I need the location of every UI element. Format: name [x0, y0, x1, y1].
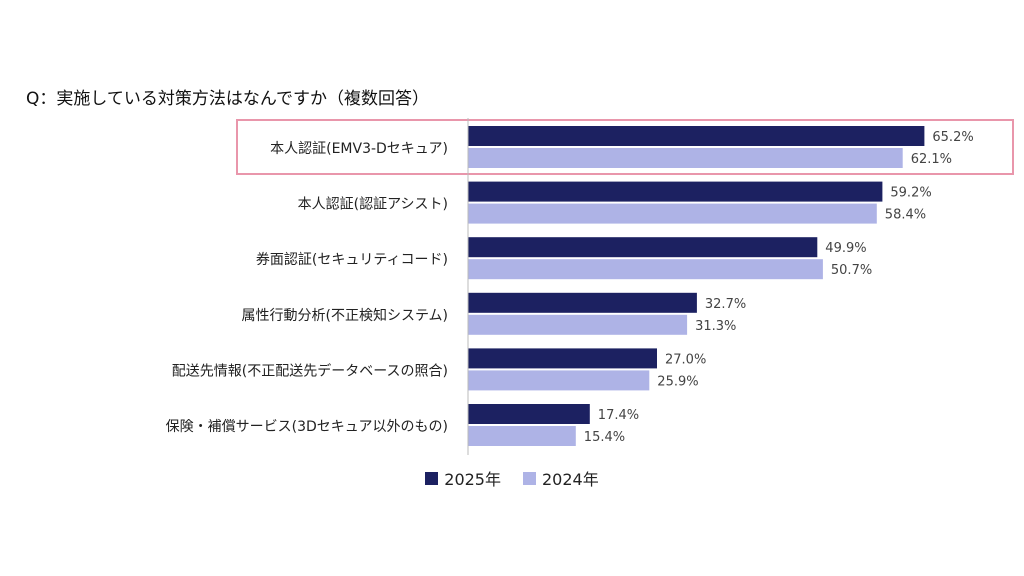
bar-2025	[468, 348, 657, 369]
bar-2024	[468, 148, 903, 168]
legend-swatch	[523, 471, 536, 485]
bar-2024	[468, 314, 688, 335]
legend-label: 2025年	[444, 470, 501, 489]
category-label: 配送先情報(不正配送先データベースの照合)	[172, 362, 448, 379]
category-label: 属性行動分析(不正検知システム)	[241, 307, 448, 324]
bar-2025	[468, 237, 818, 258]
highlight-box	[236, 119, 1014, 175]
legend-item-2024: 2024年	[523, 466, 599, 490]
value-label: 15.4%	[584, 430, 625, 445]
category-label: 本人認証(EMV3-Dセキュア)	[270, 141, 448, 157]
category-label: 券面認証(セキュリティコード)	[256, 252, 448, 268]
value-label: 17.4%	[598, 408, 639, 423]
value-label: 50.7%	[831, 263, 872, 278]
bar-2024	[468, 426, 576, 446]
bar-chart: 本人認証(EMV3-Dセキュア) 65.2% 62.1% 本人認証(認証アシスト) 59…	[166, 118, 1014, 455]
value-label: 31.3%	[695, 319, 736, 334]
question-title: Q：実施している対策方法はなんですか（複数回答）	[26, 89, 430, 109]
category-label: 保険・補償サービス(3Dセキュア以外のもの)	[166, 419, 448, 435]
value-label: 62.1%	[911, 152, 952, 167]
bar-2025	[468, 404, 590, 424]
value-label: 49.9%	[825, 241, 866, 256]
bar-2024	[468, 259, 823, 280]
legend: 2025年 2024年	[0, 466, 1024, 490]
bar-2025	[468, 292, 697, 313]
legend-label: 2024年	[542, 470, 599, 489]
bar-2025	[468, 181, 883, 202]
bar-2025	[468, 126, 925, 146]
bar-2024	[468, 203, 877, 224]
legend-item-2025: 2025年	[425, 466, 501, 490]
bar-2024	[468, 370, 650, 391]
value-label: 58.4%	[885, 208, 926, 223]
category-label: 本人認証(認証アシスト)	[298, 197, 448, 213]
legend-swatch	[425, 471, 439, 485]
value-label: 65.2%	[932, 130, 973, 145]
value-label: 27.0%	[665, 352, 706, 367]
value-label: 32.7%	[705, 297, 746, 312]
value-label: 25.9%	[657, 374, 698, 389]
value-label: 59.2%	[890, 186, 931, 201]
